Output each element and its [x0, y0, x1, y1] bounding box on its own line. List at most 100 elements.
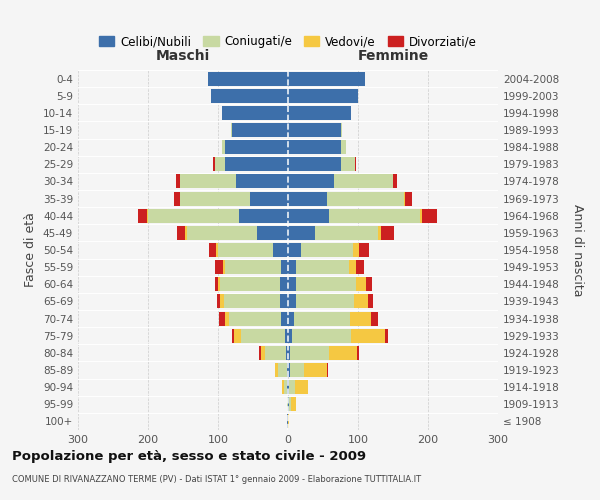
Bar — [288, 174, 393, 188]
Bar — [288, 140, 346, 154]
Bar — [288, 380, 295, 394]
Y-axis label: Fasce di età: Fasce di età — [25, 212, 37, 288]
Bar — [287, 414, 288, 428]
Bar — [221, 140, 288, 154]
Bar — [250, 192, 288, 205]
Bar — [241, 328, 288, 342]
Bar — [288, 414, 289, 428]
Bar — [280, 278, 288, 291]
Bar — [288, 123, 341, 137]
Bar — [288, 88, 358, 102]
Bar — [288, 346, 329, 360]
Bar — [288, 226, 377, 240]
Bar — [288, 208, 329, 222]
Bar — [288, 328, 385, 342]
Bar — [288, 328, 351, 342]
Text: COMUNE DI RIVANAZZANO TERME (PV) - Dati ISTAT 1° gennaio 2009 - Elaborazione TUT: COMUNE DI RIVANAZZANO TERME (PV) - Dati … — [12, 475, 421, 484]
Bar — [208, 72, 288, 86]
Bar — [284, 328, 288, 342]
Bar — [287, 363, 288, 377]
Bar — [288, 398, 296, 411]
Bar — [272, 243, 288, 257]
Bar — [176, 226, 288, 240]
Bar — [138, 208, 288, 222]
Bar — [187, 226, 288, 240]
Bar — [288, 106, 351, 120]
Bar — [288, 312, 371, 326]
Bar — [288, 346, 359, 360]
Bar — [288, 278, 356, 291]
Bar — [232, 123, 288, 137]
Bar — [220, 312, 288, 326]
Bar — [288, 346, 356, 360]
Bar — [221, 106, 288, 120]
Bar — [221, 140, 288, 154]
Bar — [287, 398, 288, 411]
Bar — [211, 88, 288, 102]
Bar — [288, 363, 290, 377]
Bar — [288, 72, 365, 86]
Bar — [288, 106, 351, 120]
Bar — [288, 312, 350, 326]
Bar — [288, 123, 342, 137]
Bar — [288, 260, 356, 274]
Bar — [220, 278, 288, 291]
Bar — [215, 158, 288, 172]
Bar — [218, 278, 288, 291]
Bar — [288, 88, 358, 102]
Bar — [278, 363, 288, 377]
Y-axis label: Anni di nascita: Anni di nascita — [571, 204, 584, 296]
Bar — [221, 106, 288, 120]
Bar — [213, 158, 288, 172]
Bar — [224, 294, 288, 308]
Bar — [275, 363, 288, 377]
Bar — [265, 346, 288, 360]
Bar — [148, 208, 288, 222]
Bar — [288, 208, 437, 222]
Bar — [185, 226, 288, 240]
Bar — [288, 174, 393, 188]
Bar — [288, 243, 369, 257]
Bar — [288, 72, 365, 86]
Bar — [225, 312, 288, 326]
Bar — [288, 363, 304, 377]
Bar — [288, 380, 308, 394]
Bar — [288, 294, 296, 308]
Bar — [221, 106, 288, 120]
Bar — [287, 398, 288, 411]
Bar — [288, 328, 292, 342]
Bar — [221, 140, 288, 154]
Bar — [288, 260, 349, 274]
Bar — [288, 192, 405, 205]
Bar — [288, 414, 289, 428]
Bar — [229, 312, 288, 326]
Bar — [283, 380, 288, 394]
Bar — [215, 278, 288, 291]
Text: Maschi: Maschi — [156, 49, 210, 63]
Bar — [211, 88, 288, 102]
Bar — [288, 278, 367, 291]
Bar — [275, 363, 288, 377]
Bar — [288, 192, 412, 205]
Bar — [225, 158, 288, 172]
Bar — [230, 123, 288, 137]
Bar — [284, 380, 288, 394]
Bar — [176, 174, 288, 188]
Bar — [288, 88, 358, 102]
Bar — [288, 123, 342, 137]
Bar — [208, 72, 288, 86]
Bar — [288, 294, 368, 308]
Bar — [146, 208, 288, 222]
Bar — [288, 72, 365, 86]
Bar — [288, 226, 314, 240]
Bar — [288, 312, 377, 326]
Bar — [280, 294, 288, 308]
Bar — [259, 346, 288, 360]
Bar — [288, 192, 326, 205]
Bar — [288, 88, 358, 102]
Bar — [288, 380, 308, 394]
Bar — [288, 243, 353, 257]
Bar — [288, 140, 346, 154]
Bar — [281, 312, 288, 326]
Bar — [287, 380, 288, 394]
